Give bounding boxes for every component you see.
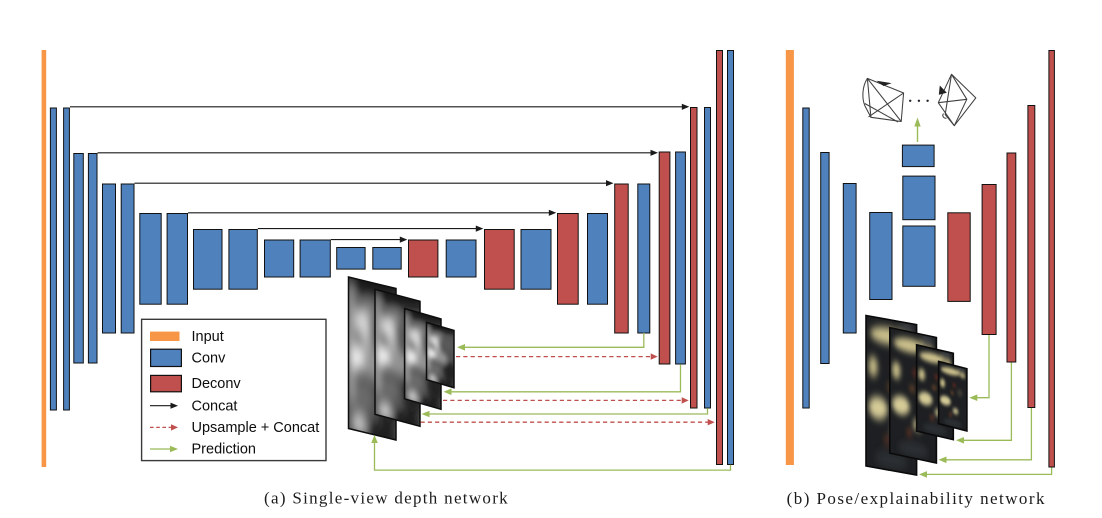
svg-text:Concat: Concat — [192, 398, 238, 414]
svg-text:(a) Single-view depth network: (a) Single-view depth network — [264, 489, 509, 508]
svg-text:Input: Input — [192, 329, 224, 345]
svg-text:Conv: Conv — [192, 351, 227, 367]
svg-text:Upsample + Concat: Upsample + Concat — [192, 420, 320, 436]
svg-text:(b) Pose/explainability networ: (b) Pose/explainability network — [787, 489, 1046, 508]
svg-text:Deconv: Deconv — [192, 376, 242, 392]
svg-text:Prediction: Prediction — [192, 442, 256, 458]
